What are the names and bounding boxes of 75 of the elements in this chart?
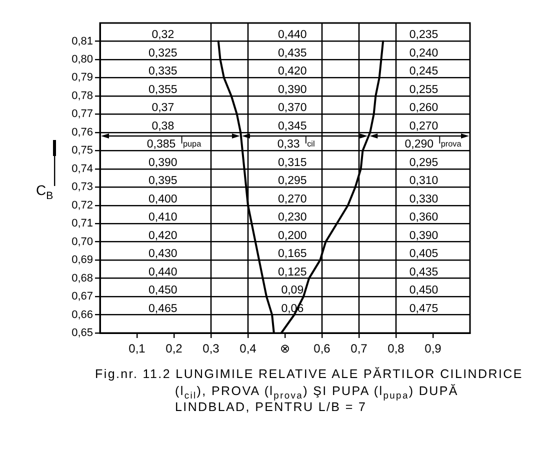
annotation: 0,390 <box>278 84 307 96</box>
annotation: 0,395 <box>148 175 178 188</box>
annotation: 0,245 <box>409 66 438 78</box>
annotation: 0,165 <box>278 248 307 260</box>
annotation: 0,38 <box>152 120 174 132</box>
y-tick-label: 0,74 <box>72 162 93 175</box>
annotation: 0,410 <box>148 212 178 224</box>
annotation: 0,345 <box>278 120 307 132</box>
y-tick-label: 0,70 <box>72 236 93 248</box>
y-tick-label: 0,71 <box>72 218 93 230</box>
annotation: 0,370 <box>278 102 307 114</box>
annotation: 0,235 <box>409 29 438 42</box>
x-tick-label: 0,1 <box>128 342 146 356</box>
annotation: 0,420 <box>148 230 178 242</box>
annotation: 0,260 <box>409 102 438 114</box>
annotation: 0,440 <box>278 29 307 42</box>
annotation: 0,09 <box>281 284 304 297</box>
y-tick-label: 0,76 <box>72 126 93 138</box>
annotation: 0,420 <box>278 66 307 78</box>
x-tick-label: 0,7 <box>350 342 368 356</box>
y-tick-label: 0,69 <box>72 254 93 266</box>
y-tick-label: 0,81 <box>72 35 93 48</box>
x-tick-label: 0,8 <box>388 342 405 356</box>
annotation: 0,295 <box>409 156 438 169</box>
annotation: 0,475 <box>409 302 438 315</box>
annotation: 0,440 <box>148 266 178 278</box>
annotation: 0,270 <box>278 193 307 206</box>
annotation: 0,230 <box>278 212 307 224</box>
y-tick-label: 0,79 <box>72 72 93 84</box>
y-tick-label: 0,80 <box>72 54 93 66</box>
annotation: 0,405 <box>409 248 438 260</box>
y-tick-label: 0,73 <box>72 181 93 194</box>
annotation: 0,295 <box>278 175 307 188</box>
annotation: 0,255 <box>409 84 438 96</box>
y-tick-label: 0,75 <box>72 144 93 157</box>
annotation: 0,200 <box>278 230 307 242</box>
y-tick-label: 0,68 <box>72 272 93 284</box>
annotation: 0,450 <box>409 284 438 297</box>
x-tick-label: 0,4 <box>240 342 257 356</box>
y-axis-title: C$_{B}$ <box>36 182 54 202</box>
annotation: 0,465 <box>148 302 178 315</box>
x-tick-label: 0,9 <box>424 342 442 356</box>
y-tick-label: 0,65 <box>72 327 93 340</box>
annotation: 0,435 <box>278 47 307 60</box>
annotation: 0,335 <box>148 66 178 78</box>
annotation: 0,450 <box>148 284 178 297</box>
x-tick-label: 0,3 <box>202 342 220 356</box>
y-tick-label: 0,77 <box>72 108 93 120</box>
annotation: 0,360 <box>409 212 438 224</box>
annotation: 0,385 <box>146 138 176 151</box>
annotation: 0,240 <box>409 47 438 60</box>
annotation: 0,125 <box>278 266 307 278</box>
annotation: 0,435 <box>409 266 438 278</box>
chart-title: Fig.nr. 11.2 LUNGIMILE RELATIVE ALE PĂRTILOR CILINDRICE (l$_{cil}$), PROVA (l$_{prova}$) ŞI PUPA (l$_{pupa}$) DUPĂ LINDBLAD, PENTRU L/B = 7 <box>95 367 523 414</box>
annotation: 0,390 <box>409 230 438 242</box>
annotation: 0,390 <box>148 156 178 169</box>
annotation: 0,33 <box>277 138 300 151</box>
annotation: 0,330 <box>409 193 438 206</box>
annotation: 0,270 <box>409 120 438 132</box>
annotation: 0,290 <box>404 138 434 151</box>
x-tick-label: 0,2 <box>166 342 183 356</box>
annotation: 0,355 <box>148 84 178 96</box>
annotation: 0,430 <box>148 248 178 260</box>
annotation: 0,32 <box>152 29 174 42</box>
annotation: 0,315 <box>278 156 307 169</box>
x-tick-label: ⊗ <box>280 342 290 356</box>
annotation: 0,310 <box>409 175 438 188</box>
x-tick-label: 0,6 <box>314 342 331 356</box>
y-tick-label: 0,72 <box>72 199 93 212</box>
annotation: 0,37 <box>152 102 174 114</box>
y-tick-label: 0,67 <box>72 290 93 303</box>
y-tick-label: 0,78 <box>72 90 93 102</box>
annotation: 0,325 <box>148 47 178 60</box>
y-tick-label: 0,66 <box>72 308 93 321</box>
annotation: 0,400 <box>148 193 178 206</box>
